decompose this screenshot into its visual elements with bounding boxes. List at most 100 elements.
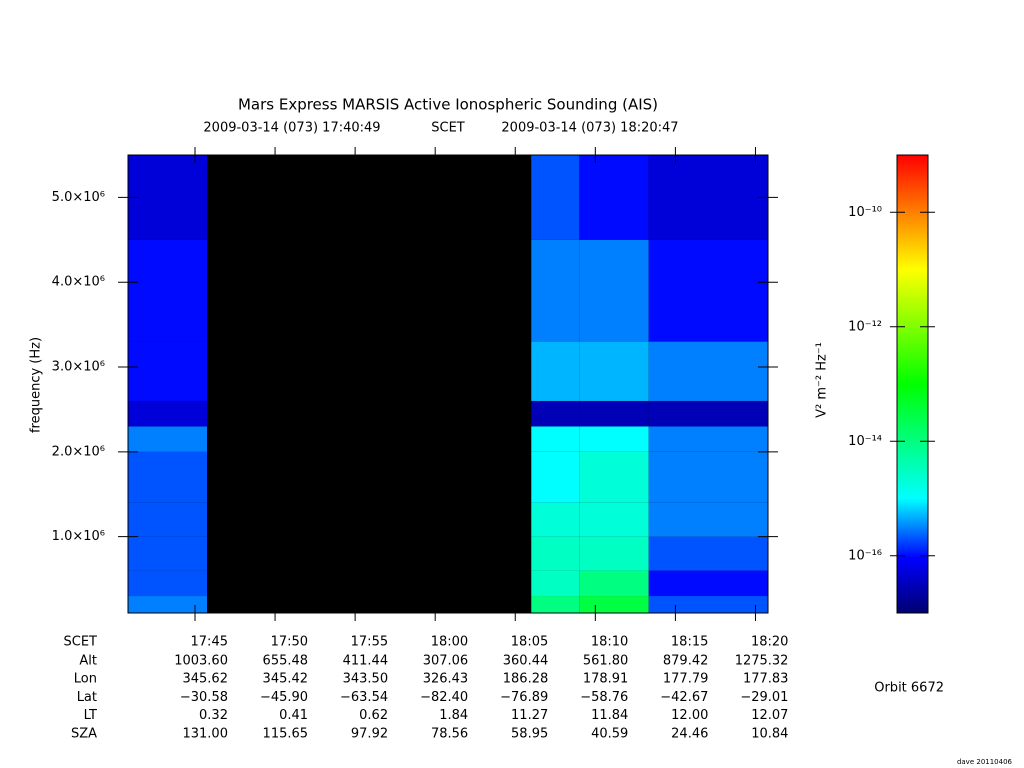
cell bbox=[128, 451, 207, 503]
cell bbox=[579, 426, 649, 452]
ephemeris-value: 326.43 bbox=[423, 672, 469, 687]
x-tick-label: 17:55 bbox=[351, 635, 388, 650]
ephemeris-value: 0.41 bbox=[279, 708, 308, 723]
ephemeris-value: 24.46 bbox=[671, 726, 708, 741]
plot-frame bbox=[127, 154, 769, 614]
ephemeris-label: Lon bbox=[74, 672, 97, 687]
ephemeris-label: SCET bbox=[64, 635, 98, 650]
y-tick-label: 4.0×10⁶ bbox=[52, 275, 105, 290]
ephemeris-value: 1275.32 bbox=[735, 654, 789, 669]
cell bbox=[579, 451, 649, 503]
ephemeris-value: 343.50 bbox=[343, 672, 389, 687]
cell bbox=[579, 596, 649, 613]
cell bbox=[579, 341, 649, 401]
ephemeris-value: 345.42 bbox=[263, 672, 309, 687]
ephemeris-value: 78.56 bbox=[431, 726, 468, 741]
cell bbox=[648, 536, 768, 571]
orbit-label: Orbit 6672 bbox=[874, 681, 944, 696]
cell bbox=[579, 536, 649, 571]
ephemeris-value: 177.83 bbox=[743, 672, 789, 687]
cell bbox=[648, 239, 768, 342]
cell bbox=[579, 400, 649, 427]
x-tick-label: 17:45 bbox=[191, 635, 228, 650]
ephemeris-value: 307.06 bbox=[423, 654, 469, 669]
x-tick-label: 18:10 bbox=[591, 635, 628, 650]
colorbar-tick-label: 10⁻¹⁰ bbox=[848, 205, 882, 220]
start-time: 2009-03-14 (073) 17:40:49 bbox=[203, 121, 380, 136]
cell bbox=[128, 570, 207, 597]
ephemeris-value: 561.80 bbox=[583, 654, 629, 669]
cell bbox=[128, 596, 207, 613]
ephemeris-value: 1003.60 bbox=[174, 654, 228, 669]
cell bbox=[648, 596, 768, 613]
cell bbox=[648, 502, 768, 537]
cell bbox=[128, 239, 207, 342]
y-tick-label: 2.0×10⁶ bbox=[52, 444, 105, 459]
x-tick-label: 18:00 bbox=[431, 635, 468, 650]
cell bbox=[648, 451, 768, 503]
cell bbox=[579, 502, 649, 537]
cell bbox=[579, 155, 649, 240]
colorbar-label: V² m⁻² Hz⁻¹ bbox=[815, 342, 830, 418]
time-label: SCET bbox=[431, 121, 465, 136]
cell bbox=[128, 426, 207, 452]
ephemeris-value: 12.07 bbox=[751, 708, 788, 723]
ephemeris-value: −30.58 bbox=[180, 690, 228, 705]
cell bbox=[531, 596, 580, 613]
ephemeris-value: −82.40 bbox=[420, 690, 468, 705]
ephemeris-value: 411.44 bbox=[343, 654, 389, 669]
ephemeris-value: 12.00 bbox=[671, 708, 708, 723]
spectrogram bbox=[128, 155, 768, 613]
ephemeris-value: 11.27 bbox=[511, 708, 548, 723]
end-time: 2009-03-14 (073) 18:20:47 bbox=[501, 121, 678, 136]
x-tick-label: 17:50 bbox=[271, 635, 308, 650]
ephemeris-value: 879.42 bbox=[663, 654, 709, 669]
cell bbox=[128, 536, 207, 571]
cell bbox=[531, 451, 580, 503]
colorbar-tick-label: 10⁻¹² bbox=[848, 319, 882, 334]
ephemeris-value: 115.65 bbox=[263, 726, 309, 741]
ephemeris-value: 177.79 bbox=[663, 672, 709, 687]
cell bbox=[531, 341, 580, 401]
cell bbox=[128, 502, 207, 537]
cell bbox=[648, 341, 768, 401]
ephemeris-label: Lat bbox=[77, 690, 97, 705]
cell bbox=[531, 502, 580, 537]
cell bbox=[531, 426, 580, 452]
ephemeris-label: SZA bbox=[71, 726, 97, 741]
y-tick-label: 5.0×10⁶ bbox=[52, 190, 105, 205]
cell bbox=[579, 239, 649, 342]
ephemeris-label: LT bbox=[84, 708, 97, 723]
cell bbox=[128, 400, 207, 427]
y-axis-label: frequency (Hz) bbox=[29, 337, 44, 433]
cell bbox=[128, 341, 207, 401]
cell bbox=[648, 570, 768, 597]
colorbar-tick-label: 10⁻¹⁴ bbox=[848, 434, 882, 449]
colorbar bbox=[896, 154, 929, 614]
y-tick-label: 1.0×10⁶ bbox=[52, 529, 105, 544]
ephemeris-value: 58.95 bbox=[511, 726, 548, 741]
ephemeris-value: 1.84 bbox=[439, 708, 468, 723]
ephemeris-label: Alt bbox=[79, 654, 97, 669]
ephemeris-value: −63.54 bbox=[340, 690, 388, 705]
ephemeris-value: 97.92 bbox=[351, 726, 388, 741]
ephemeris-value: 131.00 bbox=[182, 726, 228, 741]
ephemeris-value: 655.48 bbox=[263, 654, 309, 669]
ephemeris-value: 360.44 bbox=[503, 654, 549, 669]
ephemeris-value: −29.01 bbox=[740, 690, 788, 705]
ephemeris-value: −42.67 bbox=[660, 690, 708, 705]
ephemeris-value: −76.89 bbox=[500, 690, 548, 705]
cell bbox=[531, 570, 580, 597]
ephemeris-value: 11.84 bbox=[591, 708, 628, 723]
ephemeris-value: 186.28 bbox=[503, 672, 549, 687]
cell bbox=[648, 400, 768, 427]
cell bbox=[531, 400, 580, 427]
cell bbox=[128, 155, 207, 240]
ephemeris-value: −58.76 bbox=[580, 690, 628, 705]
x-tick-label: 18:20 bbox=[751, 635, 788, 650]
colorbar-tick-label: 10⁻¹⁶ bbox=[848, 548, 882, 563]
cell bbox=[648, 155, 768, 240]
credit: dave 20110406 bbox=[957, 758, 1013, 766]
ephemeris-value: 10.84 bbox=[751, 726, 788, 741]
x-tick-label: 18:05 bbox=[511, 635, 548, 650]
